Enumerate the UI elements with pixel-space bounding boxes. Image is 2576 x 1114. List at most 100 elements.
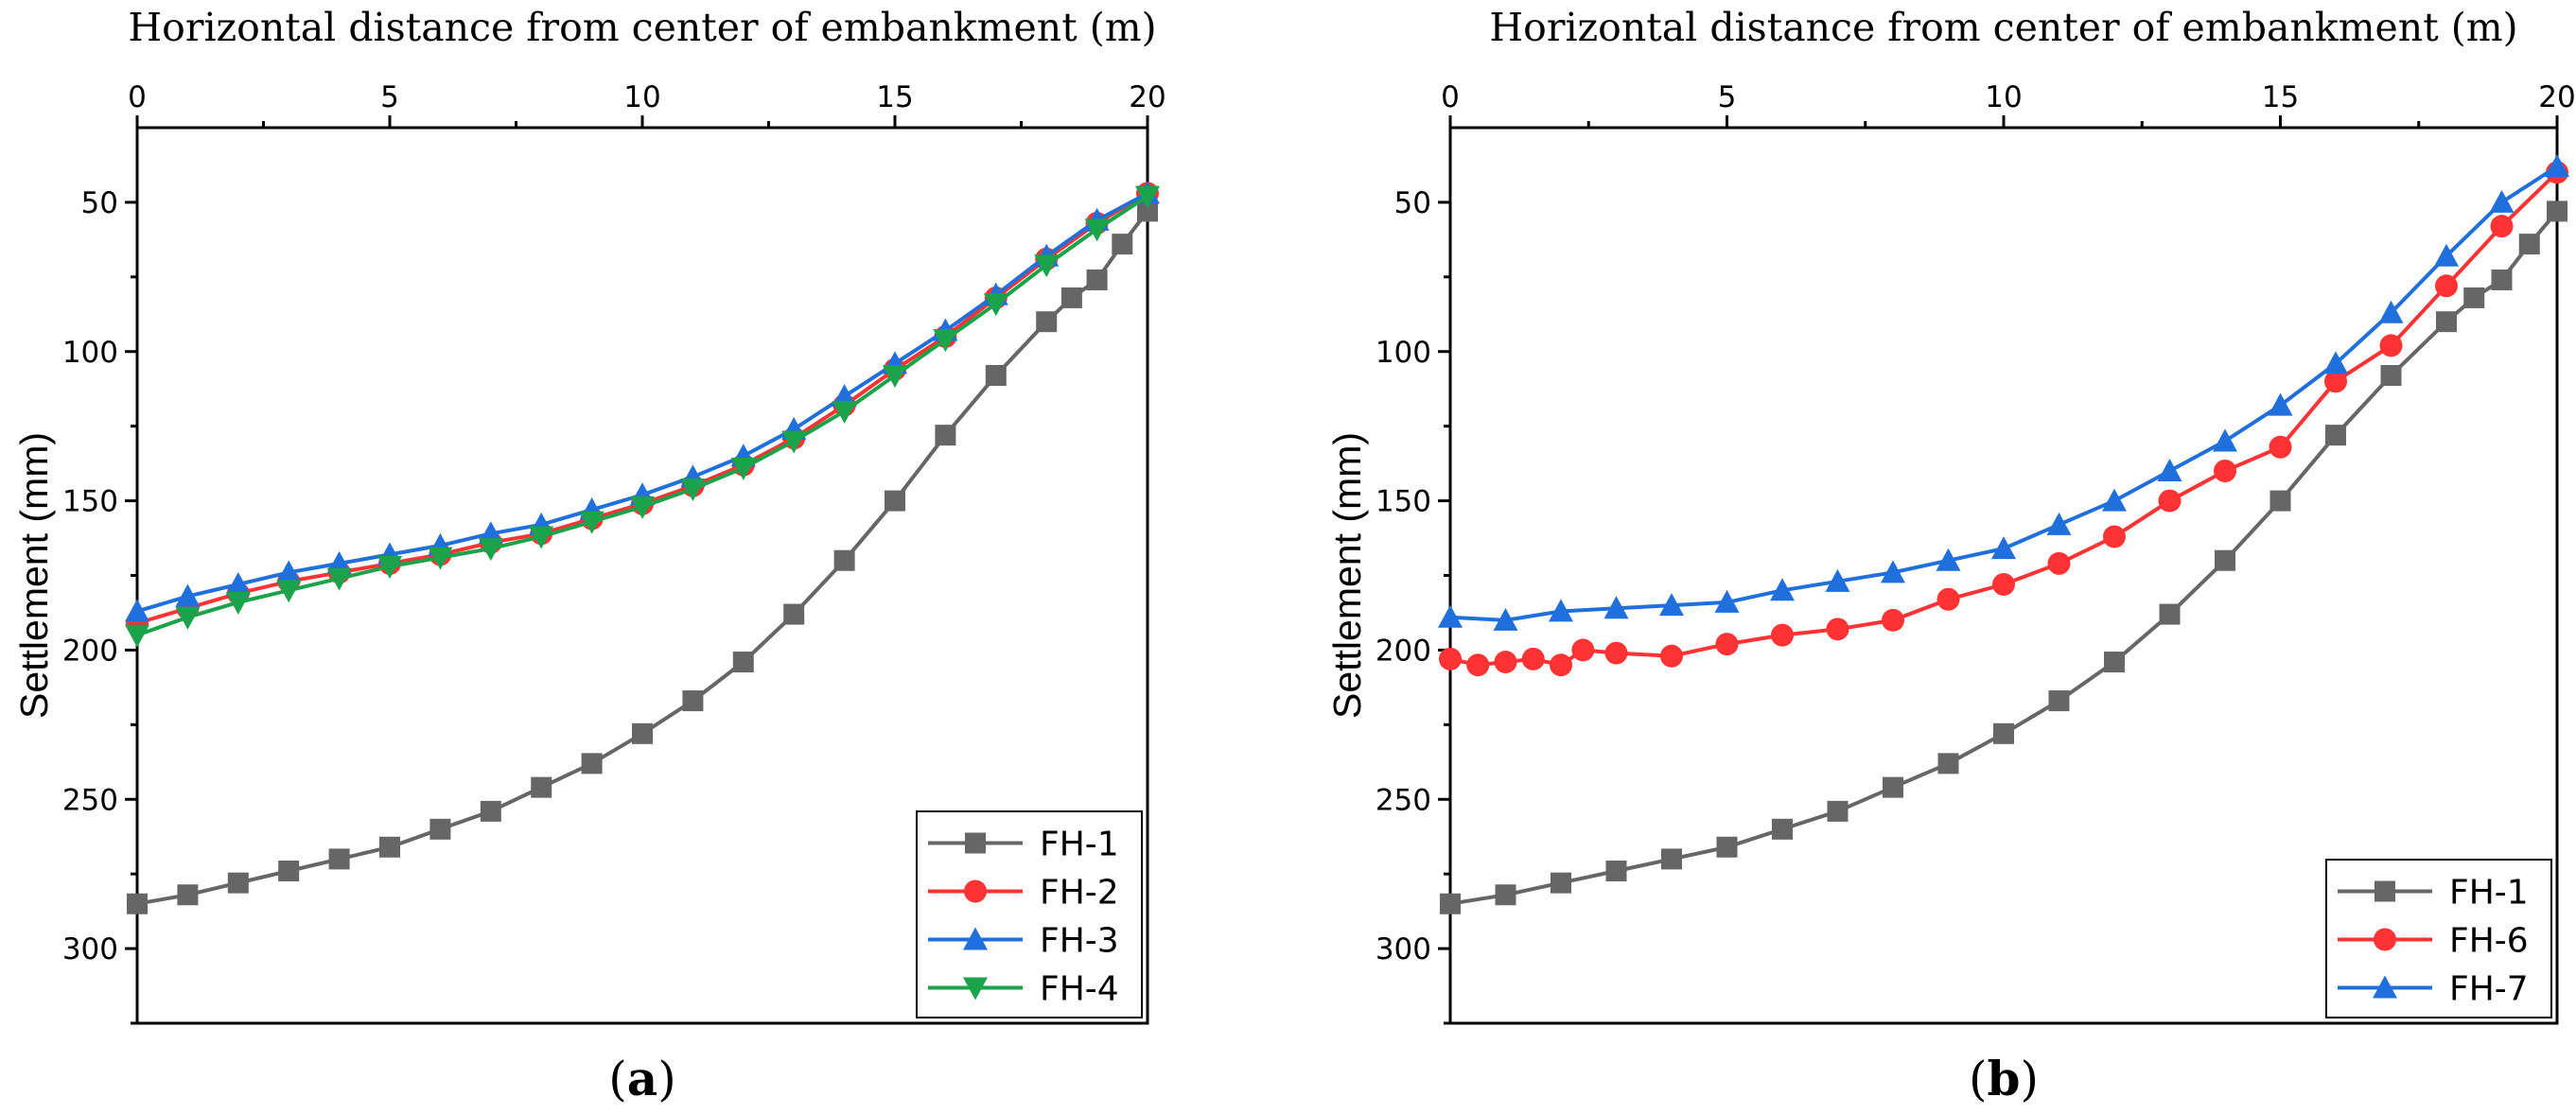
data-point [2214,460,2236,483]
data-point [2268,392,2293,416]
legend-marker [963,977,988,1001]
data-point [480,800,501,822]
data-point [225,571,251,595]
legend-label: FH-4 [1040,970,1119,1009]
series-line [136,191,1148,614]
series-fh-6 [1439,161,2568,677]
data-point [2046,512,2072,535]
data-point [1603,596,1629,619]
series-fh-1 [1440,200,2567,914]
y-tick-label: 300 [62,932,118,966]
data-point [1605,861,1627,882]
y-tick-label: 250 [1376,783,1431,817]
data-point [125,624,149,648]
data-point [935,425,956,446]
data-point [1550,653,1572,677]
data-point [680,478,706,501]
data-point [1936,548,1961,571]
data-point [278,861,300,882]
data-point [1883,776,1903,798]
data-point [2323,351,2348,374]
y-tick-label: 150 [1376,485,1431,519]
data-point [581,753,603,775]
y-tick-label: 250 [62,783,118,817]
data-point [2102,488,2127,512]
data-point [1440,893,1461,914]
data-point [1660,644,1683,668]
data-point [2047,551,2071,575]
data-point [783,603,805,625]
data-point [1991,536,2016,560]
data-point [2490,215,2514,238]
data-point [1715,633,1739,656]
data-point [2436,311,2457,333]
data-point [379,836,400,858]
y-tick-label: 200 [62,634,118,668]
legend-marker [2374,880,2395,902]
x-tick-label: 15 [2262,80,2299,114]
data-point [832,400,857,424]
data-point [2103,525,2126,548]
data-point [1493,607,1518,631]
y-tick-label: 300 [1376,932,1431,966]
data-point [682,690,704,712]
legend: FH-1 FH-6 FH-7 [2325,859,2552,1018]
legend-box [916,810,1143,1018]
data-point [1881,560,1905,583]
data-point [579,511,605,534]
data-point [1826,618,1849,641]
x-tick-label: 10 [1985,80,2022,114]
data-point [1714,589,1740,613]
data-point [630,496,655,519]
data-point [1439,647,1462,670]
data-point [2325,425,2346,446]
x-tick-label: 0 [1441,80,1460,114]
legend-label: FH-1 [1040,826,1119,864]
y-tick-label: 50 [1394,186,1431,220]
panel-letter: b [1988,1051,2021,1106]
x-tick-label: 0 [128,80,147,114]
panel-letter: a [627,1051,657,1106]
data-point [2269,435,2292,459]
data-point [276,580,302,603]
data-point [1494,651,1517,674]
data-point [1661,848,1682,870]
legend-label: FH-6 [2449,922,2529,961]
data-point [1571,638,1595,662]
data-point [781,430,807,454]
legend-label: FH-7 [2449,970,2529,1009]
data-point [227,872,249,894]
data-point [1086,269,1108,290]
legend: FH-1 FH-2 FH-3 FH-4 [916,810,1143,1018]
data-point [985,365,1007,387]
legend-marker [2374,928,2396,951]
series-line [136,191,1149,625]
x-axis-title: Horizontal distance from center of emban… [1489,5,2517,50]
data-point [478,538,503,562]
data-point [1060,287,1082,308]
data-point [1549,599,1573,622]
y-tick-label: 100 [62,336,118,370]
data-point [225,591,251,615]
data-point [2159,603,2181,625]
data-point [2324,370,2347,393]
data-point [1882,608,1904,632]
data-point [328,848,350,870]
legend-marker [2373,975,2397,999]
data-point [732,652,754,673]
data-point [276,560,302,583]
data-point [1936,587,1960,611]
data-point [983,293,1008,317]
data-point [2379,334,2403,357]
data-point [531,776,552,798]
data-point [429,818,451,840]
data-point [1034,254,1060,278]
data-point [1551,872,1571,894]
data-point [1604,641,1628,665]
data-point [1770,578,1795,601]
data-point [1112,234,1133,255]
data-point [2547,200,2567,222]
data-point [933,329,958,353]
data-point [2269,490,2291,512]
data-point [1521,647,1545,670]
